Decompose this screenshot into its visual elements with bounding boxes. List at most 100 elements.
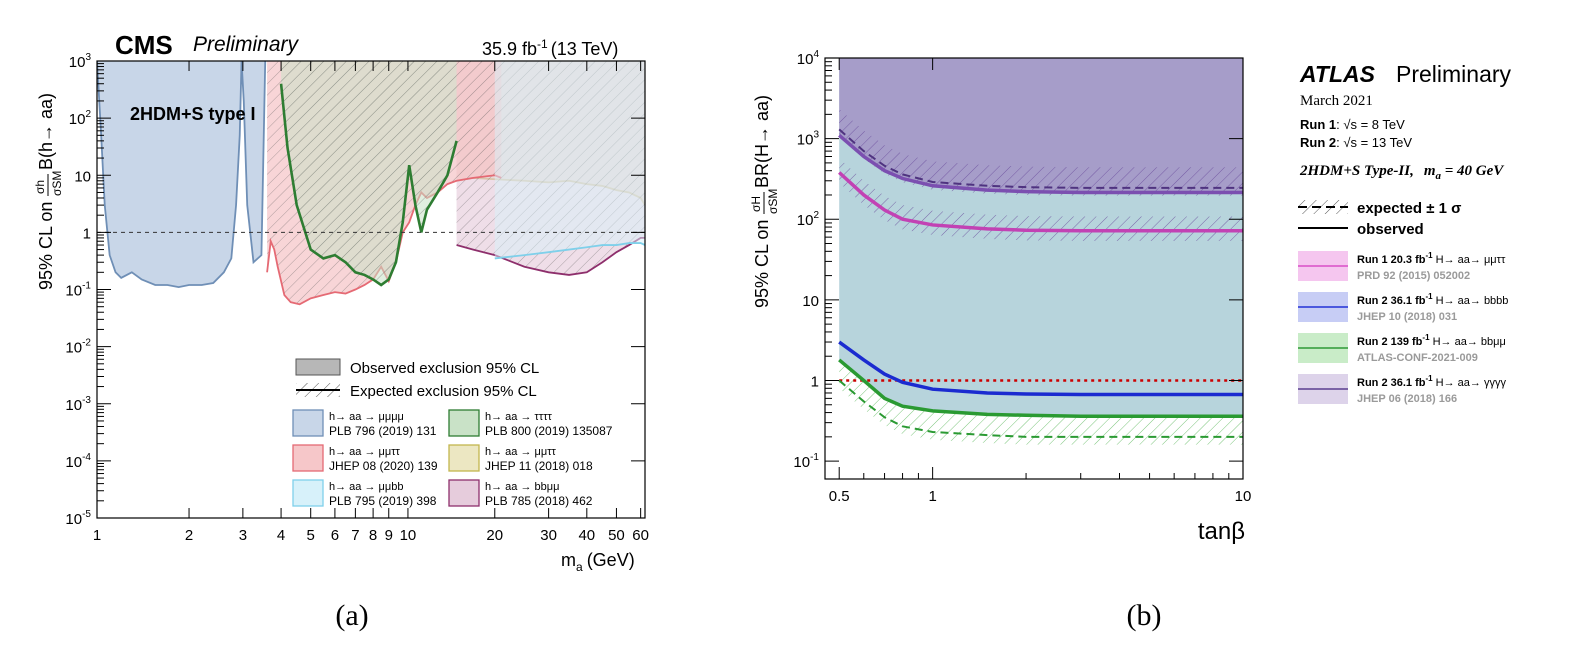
- atlas-series-line-1: [838, 128, 1243, 189]
- atlas-run1-label: Run 1: [1300, 117, 1336, 132]
- cms-y-tick-label: 103: [69, 52, 92, 71]
- atlas-ylabel-frac-num: σH: [749, 196, 763, 212]
- cms-ylabel-frac-num: σh: [33, 180, 47, 194]
- cms-legend-ref: PLB 785 (2018) 462: [485, 494, 593, 508]
- atlas-y-tick-label: 103: [797, 130, 820, 149]
- cms-lumi: 35.9 fb-1 (13 TeV): [482, 37, 618, 59]
- atlas-x-tick-label: 10: [1235, 488, 1252, 505]
- cms-observed-line-0: [97, 61, 267, 289]
- atlas-legend-ref: JHEP 10 (2018) 031: [1357, 311, 1457, 323]
- cms-x-axis-title: ma (GeV): [561, 550, 635, 574]
- cms-status-label: Preliminary: [193, 33, 300, 56]
- atlas-experiment-label: ATLAS: [1299, 61, 1376, 87]
- cms-legend-swatch: [292, 444, 324, 472]
- atlas-x-axis-title: tanβ: [1198, 518, 1245, 545]
- cms-observed-line-2: [279, 83, 458, 287]
- cms-x-tick-label: 5: [307, 527, 315, 544]
- cms-x-tick-label: 2: [185, 527, 193, 544]
- atlas-legend-ref: JHEP 06 (2018) 166: [1357, 393, 1457, 405]
- atlas-ylabel-prefix: 95% CL on: [752, 220, 772, 308]
- atlas-legend-expected-swatch: [1298, 200, 1348, 214]
- atlas-series-line-3: [838, 340, 1243, 397]
- cms-ylabel-prefix: 95% CL on: [36, 202, 56, 290]
- atlas-series-line-4: [838, 358, 1243, 419]
- cms-observed-line-5: [494, 242, 645, 260]
- cms-legend: Observed exclusion 95% CL Expected exclu…: [292, 358, 613, 508]
- cms-x-tick-label: 8: [369, 527, 377, 544]
- panel-b-label: (b): [1127, 599, 1162, 632]
- atlas-legend-entries: Run 1 20.3 fb-1 H→ aa→ μμττ PRD 92 (2015)…: [1298, 251, 1508, 405]
- cms-x-tick-label: 50: [608, 527, 625, 544]
- atlas-legend-observed-label: observed: [1357, 221, 1424, 238]
- cms-y-tick-label: 10-4: [65, 452, 91, 471]
- atlas-model: 2HDM+S Type-II,: [1299, 163, 1414, 179]
- atlas-ylabel-br: BR(H→ aa): [752, 95, 772, 188]
- cms-xlabel-unit: (GeV): [587, 550, 635, 570]
- cms-legend-ref: JHEP 11 (2018) 018: [485, 459, 593, 473]
- cms-legend-channel: h→ aa → μμττ: [485, 446, 557, 458]
- atlas-legend-title: Run 2 36.1 fb-1 H→ aa→ γγγγ: [1357, 374, 1506, 389]
- panel-a: CMS Preliminary 35.9 fb-1 (13 TeV) 1 2 3 4 5 6…: [33, 30, 649, 632]
- atlas-model-m-sub: a: [1436, 170, 1442, 182]
- atlas-legend: ATLAS Preliminary March 2021 Run 1: √s =…: [1298, 61, 1512, 405]
- atlas-ylabel-frac-den: σSM: [766, 189, 780, 214]
- cms-lumi-exp: -1: [537, 37, 548, 51]
- cms-x-tick-label: 4: [277, 527, 285, 544]
- atlas-series-line-0: [838, 133, 1243, 195]
- cms-y-tick-label: 10-5: [65, 509, 91, 528]
- cms-legend-swatch: [448, 444, 480, 472]
- atlas-expected-band-bbmm: [839, 359, 1243, 445]
- cms-expected-hatch-2: [281, 61, 457, 285]
- cms-y-tick-label: 102: [69, 109, 92, 128]
- atlas-model-m: m: [1424, 163, 1436, 179]
- cms-legend-channel: h→ aa → μμττ: [329, 446, 401, 458]
- cms-legend-swatch: [292, 409, 324, 437]
- cms-model-label: 2HDM+S type I: [130, 104, 256, 124]
- cms-x-tick-label: 60: [632, 527, 649, 544]
- cms-y-tick-label: 10-1: [65, 281, 91, 300]
- atlas-run1-line: Run 1: √s = 8 TeV: [1300, 117, 1405, 132]
- cms-experiment-label: CMS: [115, 30, 173, 60]
- atlas-expected-band-mmtt: [839, 158, 1243, 241]
- cms-y-tick-label: 10-2: [65, 338, 91, 357]
- legend-expected-label: Expected exclusion 95% CL: [350, 383, 537, 400]
- cms-exclusion-area-5: [494, 61, 645, 259]
- cms-x-tick-label: 10: [400, 527, 417, 544]
- cms-legend-channel: h→ aa → ττττ: [485, 411, 553, 423]
- cms-x-tick-label: 20: [486, 527, 503, 544]
- cms-legend-channel: h→ aa → μμbb: [329, 481, 403, 493]
- cms-y-axis-title: 95% CL on σh σSM B(h→ aa): [33, 93, 64, 290]
- cms-y-tick-label: 10: [74, 168, 91, 185]
- cms-legend-ref: PLB 795 (2019) 398: [329, 494, 437, 508]
- cms-ylabel-br: B(h→ aa): [36, 93, 56, 170]
- atlas-y-tick-label: 102: [797, 210, 820, 229]
- atlas-run1-energy: : √s = 8 TeV: [1336, 117, 1405, 132]
- atlas-y-tick-label: 1: [811, 373, 819, 390]
- cms-legend-swatch: [448, 479, 480, 507]
- cms-legend-channel: h→ aa → μμμμ: [329, 411, 404, 423]
- atlas-expected-band-gggg: [839, 108, 1243, 196]
- atlas-series-line-2: [838, 171, 1243, 233]
- atlas-run2-line: Run 2: √s = 13 TeV: [1300, 135, 1412, 150]
- atlas-excluded-region-gggg: [839, 58, 1243, 193]
- legend-observed-label: Observed exclusion 95% CL: [350, 360, 539, 377]
- cms-legend-ref: PLB 800 (2019) 135087: [485, 424, 613, 438]
- cms-plot-area: [97, 61, 645, 306]
- atlas-run2-energy: : √s = 13 TeV: [1336, 135, 1412, 150]
- cms-legend-swatch: [292, 479, 324, 507]
- atlas-legend-ref: ATLAS-CONF-2021-009: [1357, 352, 1478, 364]
- cms-axes: 1 2 3 4 5 6 7 8 9 10 20 30 40 50 6010310210110-110-210…: [65, 52, 649, 544]
- atlas-legend-title: Run 2 36.1 fb-1 H→ aa→ bbbb: [1357, 292, 1508, 307]
- atlas-series-line-5: [838, 379, 1243, 438]
- cms-x-tick-label: 3: [239, 527, 247, 544]
- cms-y-tick-label: 1: [83, 225, 91, 242]
- atlas-date: March 2021: [1300, 93, 1373, 109]
- panel-a-label: (a): [335, 599, 368, 632]
- cms-legend-ref: JHEP 08 (2020) 139: [329, 459, 438, 473]
- atlas-y-tick-label: 10: [802, 293, 819, 310]
- cms-xlabel-sub: a: [576, 560, 583, 574]
